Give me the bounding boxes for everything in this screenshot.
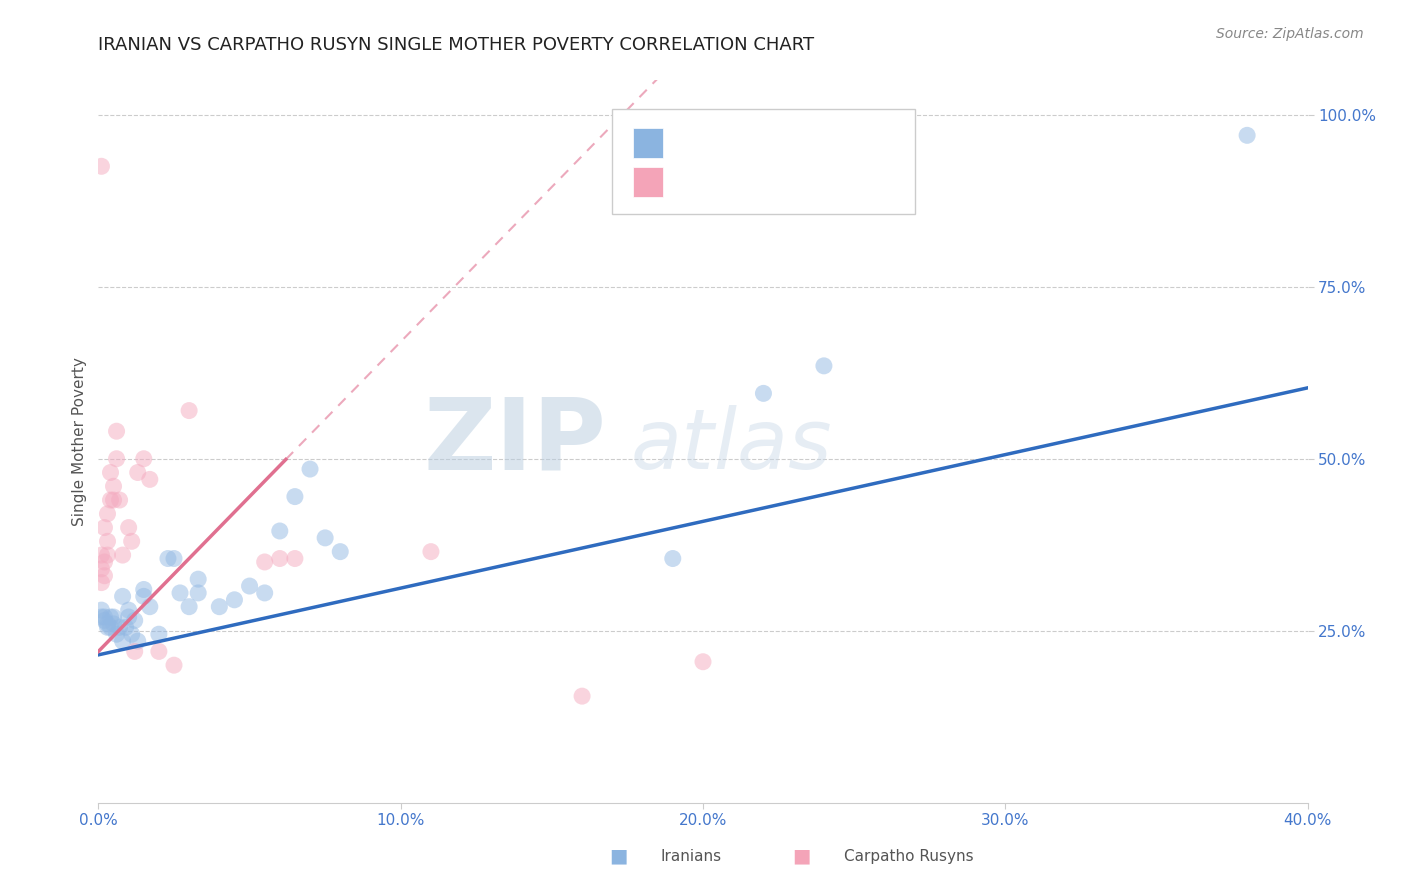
Point: [179, 403, 201, 417]
Text: N = 43: N = 43: [793, 134, 856, 153]
Point: [90, 548, 112, 562]
Point: [90, 603, 112, 617]
Point: [103, 493, 125, 508]
Point: [90, 610, 112, 624]
Point: [148, 644, 170, 658]
Point: [187, 572, 209, 586]
Point: [96, 534, 118, 549]
Point: [752, 386, 775, 401]
Point: [163, 658, 186, 673]
Point: [813, 359, 835, 373]
Point: [132, 451, 155, 466]
Text: ■: ■: [792, 847, 811, 866]
Point: [93, 555, 115, 569]
Point: [100, 466, 122, 480]
Point: [132, 582, 155, 597]
Point: [187, 586, 209, 600]
Point: [284, 551, 307, 566]
Point: [132, 590, 155, 604]
Point: [314, 531, 336, 545]
FancyBboxPatch shape: [613, 109, 915, 214]
Point: [118, 520, 141, 534]
Point: [96, 548, 118, 562]
Text: IRANIAN VS CARPATHO RUSYN SINGLE MOTHER POVERTY CORRELATION CHART: IRANIAN VS CARPATHO RUSYN SINGLE MOTHER …: [98, 36, 814, 54]
Point: [127, 466, 149, 480]
Point: [114, 620, 136, 634]
Point: [1236, 128, 1258, 143]
Point: [96, 620, 118, 634]
Text: atlas: atlas: [630, 405, 832, 485]
Point: [163, 551, 186, 566]
Point: [96, 616, 118, 631]
Point: [118, 610, 141, 624]
Point: [96, 507, 118, 521]
Point: [93, 520, 115, 534]
Point: [93, 568, 115, 582]
Point: [208, 599, 231, 614]
Point: [284, 490, 307, 504]
Point: [90, 575, 112, 590]
Point: [100, 493, 122, 508]
Point: [139, 599, 162, 614]
Point: [121, 534, 143, 549]
Point: [692, 655, 714, 669]
Point: [105, 451, 128, 466]
Point: [269, 551, 291, 566]
Text: ■: ■: [609, 847, 628, 866]
Point: [111, 548, 134, 562]
Point: [139, 472, 162, 486]
Point: [253, 555, 276, 569]
Point: [148, 627, 170, 641]
Point: [156, 551, 179, 566]
Point: [105, 424, 128, 438]
Point: [239, 579, 262, 593]
Point: [90, 562, 112, 576]
Point: [253, 586, 276, 600]
Text: Carpatho Rusyns: Carpatho Rusyns: [844, 849, 973, 863]
Bar: [633, 167, 664, 197]
Point: [100, 620, 122, 634]
Point: [108, 620, 131, 634]
Point: [420, 544, 443, 558]
Bar: [633, 128, 664, 158]
Text: Iranians: Iranians: [661, 849, 721, 863]
Point: [93, 610, 115, 624]
Point: [93, 614, 115, 628]
Point: [108, 493, 131, 508]
Point: [105, 627, 128, 641]
Text: R = 0.174: R = 0.174: [672, 173, 756, 191]
Point: [329, 544, 352, 558]
Point: [571, 689, 593, 703]
Point: [169, 586, 191, 600]
Point: [224, 592, 246, 607]
Y-axis label: Single Mother Poverty: Single Mother Poverty: [72, 357, 87, 526]
Point: [127, 634, 149, 648]
Point: [269, 524, 291, 538]
Text: N = 35: N = 35: [793, 173, 856, 191]
Text: ZIP: ZIP: [423, 393, 606, 490]
Text: R = 0.431: R = 0.431: [672, 134, 756, 153]
Point: [299, 462, 322, 476]
Point: [100, 610, 122, 624]
Point: [111, 634, 134, 648]
Point: [661, 551, 683, 566]
Point: [179, 599, 201, 614]
Point: [103, 616, 125, 631]
Point: [124, 644, 146, 658]
Point: [103, 610, 125, 624]
Point: [124, 614, 146, 628]
Text: Source: ZipAtlas.com: Source: ZipAtlas.com: [1216, 27, 1364, 41]
Point: [121, 627, 143, 641]
Point: [111, 590, 134, 604]
Point: [118, 603, 141, 617]
Point: [103, 479, 125, 493]
Point: [90, 159, 112, 173]
